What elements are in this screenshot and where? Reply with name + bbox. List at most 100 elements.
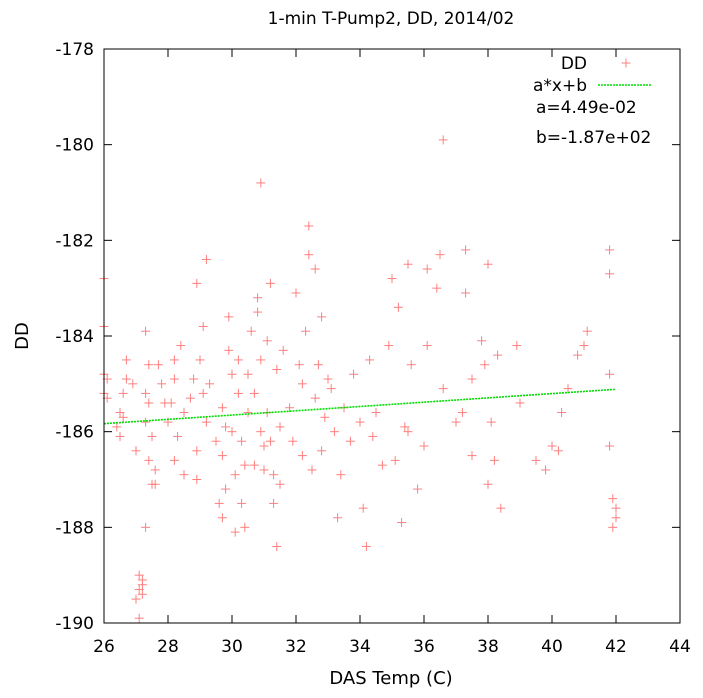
data-point (457, 408, 467, 418)
data-point (265, 436, 275, 446)
data-point (294, 360, 304, 370)
data-point (451, 417, 461, 427)
data-point (345, 436, 355, 446)
data-point (173, 431, 183, 441)
data-point (269, 470, 279, 480)
data-point (166, 398, 176, 408)
data-point (461, 245, 471, 255)
y-tick-label: -184 (55, 327, 94, 347)
data-point (310, 393, 320, 403)
data-point (198, 321, 208, 331)
data-point (144, 360, 154, 370)
data-point (169, 455, 179, 465)
x-tick-label: 40 (541, 637, 563, 657)
data-point (233, 355, 243, 365)
data-point (477, 336, 487, 346)
data-point (397, 518, 407, 528)
data-point (541, 465, 551, 475)
data-point (237, 498, 247, 508)
x-tick-label: 26 (93, 637, 115, 657)
data-point (368, 431, 378, 441)
data-point (313, 360, 323, 370)
data-point (192, 278, 202, 288)
data-point (387, 274, 397, 284)
data-point (403, 259, 413, 269)
data-point (384, 341, 394, 351)
data-point (192, 475, 202, 484)
data-point (179, 408, 189, 418)
data-point (144, 455, 154, 465)
data-point (134, 613, 144, 623)
data-point (246, 326, 256, 336)
x-tick-label: 38 (477, 637, 499, 657)
legend-label-dd: DD (561, 54, 587, 74)
data-point (435, 250, 445, 260)
data-point (608, 522, 618, 532)
data-point (118, 388, 128, 398)
data-point (192, 446, 202, 456)
x-axis-ticks: 26 28 30 32 34 36 38 40 42 44 (93, 49, 691, 657)
data-point (358, 503, 368, 513)
data-point (256, 355, 266, 365)
data-point (243, 369, 253, 379)
data-point (278, 345, 288, 355)
data-point (432, 283, 442, 293)
data-point (297, 451, 307, 461)
data-point (310, 264, 320, 274)
data-point (230, 527, 240, 537)
data-point (221, 484, 231, 494)
data-point (329, 427, 339, 437)
y-axis-label: DD (12, 322, 33, 350)
data-point (483, 259, 493, 269)
data-point (400, 422, 410, 432)
data-point (489, 455, 499, 465)
data-point (185, 393, 195, 403)
data-point (317, 312, 327, 322)
legend-label-fit: a*x+b (533, 76, 587, 96)
x-tick-label: 28 (157, 637, 179, 657)
data-point (201, 417, 211, 427)
data-point (227, 427, 237, 437)
data-point (262, 336, 272, 346)
data-point (361, 541, 371, 551)
data-point (275, 422, 285, 432)
data-point (393, 302, 403, 312)
data-point (118, 412, 128, 422)
y-tick-label: -178 (55, 40, 94, 60)
data-point (150, 465, 160, 475)
data-point (531, 455, 541, 465)
data-point (137, 580, 147, 590)
data-point (480, 360, 490, 370)
data-point (563, 384, 573, 394)
data-point (355, 417, 365, 427)
data-point (227, 369, 237, 379)
data-point (121, 355, 131, 365)
data-point (438, 135, 448, 145)
data-point (169, 374, 179, 384)
data-point (573, 350, 583, 360)
x-tick-label: 30 (221, 637, 243, 657)
data-point (256, 427, 266, 437)
data-point (467, 374, 477, 384)
fit-line-layer (103, 388, 617, 425)
data-point (157, 379, 167, 389)
data-point (272, 541, 282, 551)
data-point (141, 417, 151, 427)
data-point (265, 278, 275, 288)
data-point (249, 388, 259, 398)
data-point (205, 379, 215, 389)
data-point (301, 326, 311, 336)
y-tick-label: -188 (55, 518, 94, 538)
data-point (269, 498, 279, 508)
data-point (179, 470, 189, 480)
data-point (233, 388, 243, 398)
data-point (611, 503, 621, 513)
data-point (214, 498, 224, 508)
data-point (288, 436, 298, 446)
fit-line (103, 388, 617, 425)
data-point (198, 388, 208, 398)
data-point (221, 422, 231, 432)
data-point (253, 307, 263, 317)
data-point (176, 341, 186, 351)
data-point (275, 479, 285, 489)
